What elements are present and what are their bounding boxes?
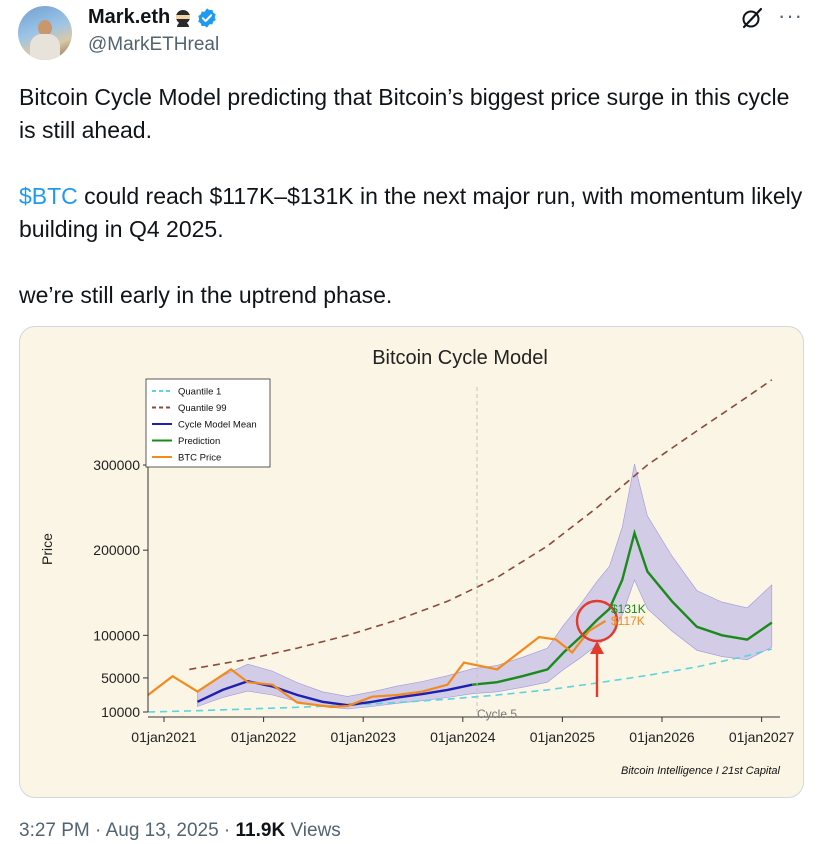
avatar[interactable] — [18, 6, 72, 60]
red-arrow-head — [590, 641, 604, 654]
tweet-timestamp[interactable]: 3:27 PM · Aug 13, 2025 · 11.9K Views — [19, 820, 341, 842]
author-handle[interactable]: @MarkETHreal — [88, 34, 220, 55]
chart-image-card[interactable]: Bitcoin Cycle Model Price 10000 50000 1000… — [19, 326, 804, 798]
x-tick-label: 01jan2023 — [330, 729, 396, 745]
author-display-name[interactable]: Mark.eth — [88, 6, 171, 28]
legend-item: Prediction — [178, 436, 220, 447]
series-prediction-line — [472, 528, 773, 686]
legend-item: Quantile 1 — [178, 387, 221, 398]
y-tick-label: 200000 — [93, 542, 140, 558]
series-quantile-1-line — [147, 648, 773, 713]
series-quantile-99-line — [189, 379, 773, 671]
tweet-paragraph-3: we’re still early in the uptrend phase. — [19, 282, 393, 308]
label-131k: $131K — [611, 602, 646, 616]
series-cycle-model-mean-line — [196, 680, 473, 707]
x-tick-label: 01jan2021 — [131, 729, 197, 745]
legend-item: Cycle Model Mean — [178, 420, 257, 431]
prediction-band — [197, 464, 773, 710]
y-tick-label: 300000 — [93, 457, 140, 473]
x-tick-label: 01jan2026 — [629, 729, 695, 745]
quantile-band-area — [197, 464, 773, 710]
chart-legend: Quantile 1 Quantile 99 Cycle Model Mean Pre… — [145, 378, 271, 468]
x-tick-label: 01jan2022 — [231, 729, 297, 745]
bitcoin-cycle-chart: Bitcoin Cycle Model Price 10000500001000… — [39, 347, 795, 777]
label-117k: $117K — [611, 614, 645, 628]
avatar-body — [30, 34, 60, 60]
chart-axes: 10000 50000 100000 200000 300000 01jan2021 01j… — [93, 387, 795, 745]
views-count: 11.9K — [235, 820, 286, 841]
y-tick-label: 10000 — [101, 704, 140, 720]
grok-icon[interactable] — [740, 6, 764, 30]
tweet-text: Bitcoin Cycle Model predicting that Bitc… — [19, 81, 809, 312]
views-label: Views — [285, 820, 341, 841]
chart-annotations: $131K$117K Cycle 5 Bitcoin Intelligence I … — [477, 599, 781, 777]
x-tick-label: 01jan2024 — [430, 729, 496, 745]
verified-badge-icon — [198, 7, 216, 28]
timestamp-time[interactable]: 3:27 PM · Aug 13, 2025 · — [19, 820, 236, 841]
y-tick-label: 50000 — [101, 670, 140, 686]
tweet-paragraph-2: $BTC could reach $117K–$131K in the next… — [19, 180, 809, 246]
chart-title: Bitcoin Cycle Model — [372, 347, 548, 369]
legend-item: BTC Price — [178, 453, 221, 464]
series-btc-price-line — [147, 619, 607, 709]
more-options-icon[interactable]: ··· — [778, 3, 803, 28]
tweet-paragraph-1: Bitcoin Cycle Model predicting that Bitc… — [19, 84, 790, 143]
y-tick-label: 100000 — [93, 627, 140, 643]
legend-item: Quantile 99 — [178, 403, 227, 414]
cashtag-link[interactable]: $BTC — [19, 183, 78, 209]
chart-source-label: Bitcoin Intelligence I 21st Capital — [621, 765, 781, 777]
tweet-paragraph-2-text: could reach $117K–$131K in the next majo… — [19, 183, 803, 242]
x-tick-label: 01jan2027 — [729, 729, 795, 745]
y-axis-label: Price — [39, 533, 55, 565]
cycle-5-label: Cycle 5 — [477, 707, 517, 721]
ninja-icon — [174, 9, 192, 27]
x-tick-label: 01jan2025 — [530, 729, 596, 745]
avatar-head — [38, 20, 52, 36]
chart-lines — [147, 379, 773, 713]
author-name-row[interactable]: Mark.eth — [88, 6, 218, 29]
